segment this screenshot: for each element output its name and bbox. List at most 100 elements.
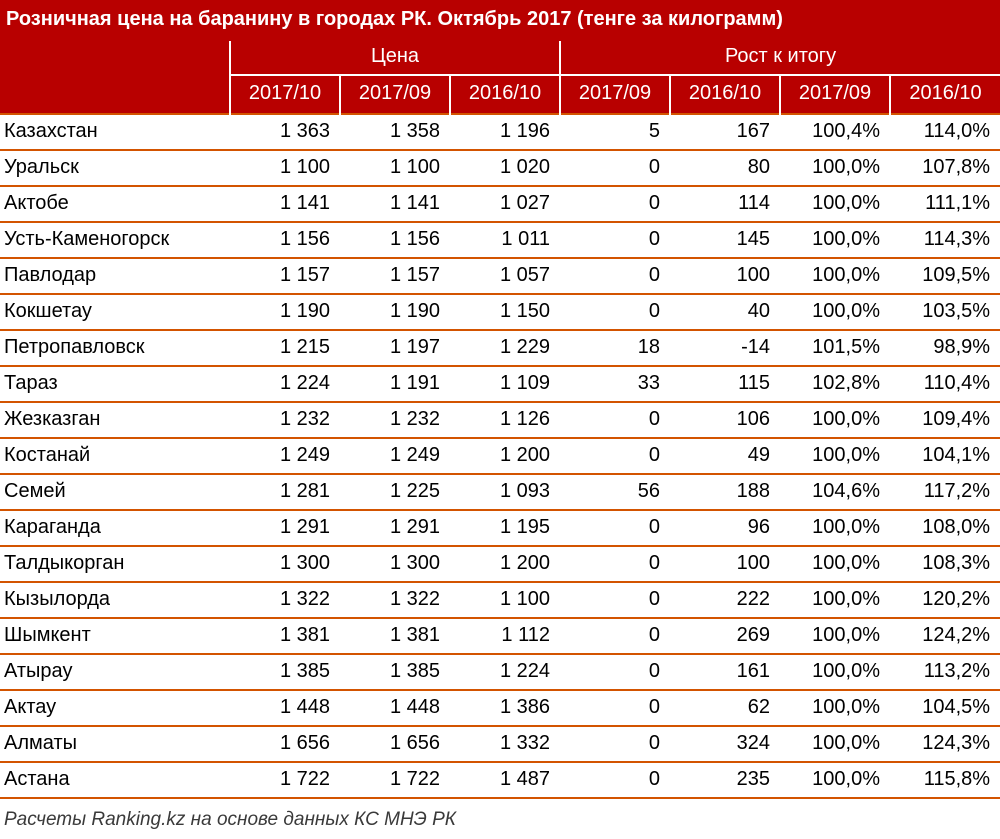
pct-2017-09: 100,0% (780, 186, 890, 222)
table-row: Талдыкорган1 3001 3001 2000100100,0%108,… (0, 546, 1000, 582)
pct-2016-10: 104,1% (890, 438, 1000, 474)
price-2017-09: 1 322 (340, 582, 450, 618)
pct-2017-09: 100,0% (780, 510, 890, 546)
diff-2017-09: 0 (560, 294, 670, 330)
pct-2016-10: 98,9% (890, 330, 1000, 366)
pct-2016-10: 115,8% (890, 762, 1000, 798)
diff-2017-09: 0 (560, 510, 670, 546)
price-2017-09: 1 385 (340, 654, 450, 690)
diff-2016-10: 145 (670, 222, 780, 258)
table-row: Кокшетау1 1901 1901 150040100,0%103,5% (0, 294, 1000, 330)
diff-2016-10: 62 (670, 690, 780, 726)
table-row: Актау1 4481 4481 386062100,0%104,5% (0, 690, 1000, 726)
price-2017-09: 1 190 (340, 294, 450, 330)
pct-2017-09: 101,5% (780, 330, 890, 366)
diff-2016-10: 80 (670, 150, 780, 186)
price-2017-10: 1 190 (230, 294, 340, 330)
price-2017-09: 1 197 (340, 330, 450, 366)
header-empty (0, 41, 230, 75)
table-title: Розничная цена на баранину в городах РК.… (0, 0, 1000, 41)
diff-2017-09: 0 (560, 402, 670, 438)
price-2017-09: 1 156 (340, 222, 450, 258)
diff-2017-09: 0 (560, 546, 670, 582)
city: Талдыкорган (0, 546, 230, 582)
diff-2016-10: 188 (670, 474, 780, 510)
diff-2016-10: 49 (670, 438, 780, 474)
price-2017-10: 1 291 (230, 510, 340, 546)
header-period: 2016/10 (450, 75, 560, 114)
price-2017-10: 1 385 (230, 654, 340, 690)
price-2017-10: 1 448 (230, 690, 340, 726)
price-2017-10: 1 232 (230, 402, 340, 438)
pct-2016-10: 107,8% (890, 150, 1000, 186)
diff-2016-10: 115 (670, 366, 780, 402)
city: Костанай (0, 438, 230, 474)
city: Уральск (0, 150, 230, 186)
diff-2016-10: 167 (670, 114, 780, 150)
pct-2016-10: 114,3% (890, 222, 1000, 258)
diff-2017-09: 0 (560, 186, 670, 222)
pct-2017-09: 100,0% (780, 222, 890, 258)
table-body: Казахстан1 3631 3581 1965167100,4%114,0%… (0, 114, 1000, 798)
table-row: Усть-Каменогорск1 1561 1561 0110145100,0… (0, 222, 1000, 258)
pct-2017-09: 100,0% (780, 546, 890, 582)
price-2017-10: 1 363 (230, 114, 340, 150)
price-2017-10: 1 141 (230, 186, 340, 222)
diff-2017-09: 0 (560, 726, 670, 762)
diff-2017-09: 0 (560, 654, 670, 690)
price-2017-10: 1 300 (230, 546, 340, 582)
city: Жезказган (0, 402, 230, 438)
pct-2016-10: 117,2% (890, 474, 1000, 510)
price-2017-10: 1 157 (230, 258, 340, 294)
diff-2016-10: 100 (670, 258, 780, 294)
pct-2016-10: 111,1% (890, 186, 1000, 222)
pct-2017-09: 100,0% (780, 150, 890, 186)
city: Кызылорда (0, 582, 230, 618)
price-2016-10: 1 229 (450, 330, 560, 366)
diff-2016-10: 114 (670, 186, 780, 222)
price-2016-10: 1 011 (450, 222, 560, 258)
city: Семей (0, 474, 230, 510)
pct-2017-09: 100,0% (780, 618, 890, 654)
price-2017-09: 1 225 (340, 474, 450, 510)
price-2016-10: 1 196 (450, 114, 560, 150)
price-2016-10: 1 200 (450, 438, 560, 474)
table-row: Семей1 2811 2251 09356188104,6%117,2% (0, 474, 1000, 510)
price-2017-09: 1 722 (340, 762, 450, 798)
header-period: 2017/09 (560, 75, 670, 114)
diff-2016-10: 222 (670, 582, 780, 618)
price-2016-10: 1 020 (450, 150, 560, 186)
price-2017-10: 1 215 (230, 330, 340, 366)
price-2017-09: 1 232 (340, 402, 450, 438)
table-footer: Расчеты Ranking.kz на основе данных КС М… (0, 799, 1000, 839)
title-row: Розничная цена на баранину в городах РК.… (0, 0, 1000, 41)
diff-2016-10: 96 (670, 510, 780, 546)
price-2017-10: 1 322 (230, 582, 340, 618)
pct-2017-09: 100,4% (780, 114, 890, 150)
pct-2016-10: 108,3% (890, 546, 1000, 582)
price-2017-09: 1 249 (340, 438, 450, 474)
diff-2017-09: 0 (560, 690, 670, 726)
header-period: 2017/10 (230, 75, 340, 114)
price-table: Розничная цена на баранину в городах РК.… (0, 0, 1000, 799)
price-2016-10: 1 195 (450, 510, 560, 546)
price-2017-09: 1 291 (340, 510, 450, 546)
header-period: 2016/10 (890, 75, 1000, 114)
pct-2017-09: 102,8% (780, 366, 890, 402)
price-2017-09: 1 191 (340, 366, 450, 402)
price-2016-10: 1 126 (450, 402, 560, 438)
table-row: Петропавловск1 2151 1971 22918-14101,5%9… (0, 330, 1000, 366)
price-2017-09: 1 358 (340, 114, 450, 150)
pct-2016-10: 108,0% (890, 510, 1000, 546)
price-2016-10: 1 093 (450, 474, 560, 510)
city: Усть-Каменогорск (0, 222, 230, 258)
city: Алматы (0, 726, 230, 762)
diff-2017-09: 5 (560, 114, 670, 150)
price-2017-09: 1 100 (340, 150, 450, 186)
pct-2016-10: 103,5% (890, 294, 1000, 330)
header-group-price: Цена (230, 41, 560, 75)
price-table-container: Розничная цена на баранину в городах РК.… (0, 0, 1000, 839)
table-row: Атырау1 3851 3851 2240161100,0%113,2% (0, 654, 1000, 690)
pct-2016-10: 114,0% (890, 114, 1000, 150)
city: Петропавловск (0, 330, 230, 366)
